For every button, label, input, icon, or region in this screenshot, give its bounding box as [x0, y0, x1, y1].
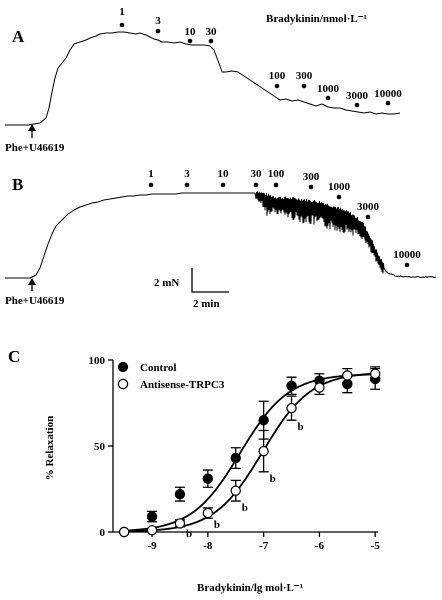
panel-a-dose-label: 3: [155, 15, 161, 27]
legend: Control Antisense-TRPC3: [117, 361, 225, 391]
significance-marker: b: [270, 473, 276, 485]
panel-b-dose-label: 10000: [393, 249, 421, 261]
x-tick-label: -6: [315, 540, 325, 552]
panel-b-arrowhead: [28, 278, 36, 285]
panel-a-dose-dot: [274, 83, 280, 89]
fit-curve-series-1: [124, 372, 375, 533]
significance-marker: b: [242, 502, 248, 514]
panel-b-dose-label: 1000: [328, 181, 351, 193]
panel-b-dose-markers: 1 3 10 30 100 300 1000 3000 10000: [148, 168, 421, 268]
panel-a-concentration-header: Bradykinin/nmol·L⁻¹: [266, 13, 367, 25]
significance-markers: b b b b b: [186, 421, 304, 540]
panel-c-label: C: [8, 347, 20, 366]
data-point-series-0: [202, 473, 214, 484]
panel-b-tension-trace-baseline: [5, 192, 254, 279]
significance-marker: b: [298, 421, 304, 433]
panel-a-dose-dot: [385, 100, 391, 106]
panel-a-dose-label: 10: [185, 26, 197, 38]
data-point-series-0: [258, 415, 269, 426]
panel-c: C % Relaxation Bradykinin/lg mol·L⁻¹ -9-…: [8, 347, 381, 594]
data-point-series-1: [314, 382, 325, 393]
legend-marker-control: [117, 361, 129, 373]
panel-a-dose-dot: [301, 83, 307, 89]
data-point-series-0: [230, 452, 241, 464]
data-point-series-0: [146, 511, 158, 522]
x-tick-label: -8: [203, 540, 213, 552]
panel-b-dose-label: 3: [184, 168, 190, 180]
panel-b-dose-label: 1: [148, 168, 154, 180]
panel-a: A Bradykinin/nmol·L⁻¹ Phe+U46619 1 3 10 …: [5, 6, 402, 154]
panel-a-dose-label: 3000: [346, 90, 369, 102]
data-point-series-1: [118, 526, 130, 538]
panel-a-dose-label: 1000: [317, 83, 340, 95]
y-tick-label: 50: [94, 441, 106, 453]
panel-b-dose-dot: [184, 182, 190, 188]
x-axis-title: Bradykinin/lg mol·L⁻¹: [197, 582, 303, 594]
panel-b-label: B: [12, 175, 23, 194]
panel-b-dose-label: 30: [251, 168, 263, 180]
y-axis-title: % Relaxation: [44, 416, 56, 480]
panel-b: B Phe+U46619 1 3 10 30 100 300 1000 3000…: [5, 168, 437, 310]
panel-a-agonist-label: Phe+U46619: [5, 142, 65, 154]
x-tick-label: -7: [259, 540, 269, 552]
data-point-series-1: [286, 402, 297, 414]
panel-a-dose-label: 30: [206, 26, 218, 38]
panel-b-dose-dot: [273, 182, 279, 188]
legend-label-control: Control: [140, 362, 176, 374]
panel-a-tension-trace: [5, 31, 401, 126]
panel-a-dose-dot: [208, 38, 214, 44]
panel-b-dose-dot: [253, 182, 259, 188]
legend-marker-antisense: [117, 378, 129, 390]
x-tick-label: -9: [147, 540, 157, 552]
x-tick-label: -5: [371, 540, 381, 552]
panel-b-dose-label: 3000: [357, 201, 380, 213]
data-point-series-0: [174, 488, 186, 500]
panel-b-dose-label: 300: [303, 171, 320, 183]
panel-a-dose-dot: [119, 22, 125, 28]
panel-a-dose-markers: 1 3 10 30 100 300 1000 3000 10000: [119, 6, 402, 108]
panel-a-dose-label: 10000: [374, 88, 402, 100]
fit-curves: [124, 372, 375, 533]
data-point-series-1: [258, 445, 269, 457]
data-point-series-1: [146, 525, 158, 536]
data-point-series-1: [370, 368, 381, 379]
scale-bar: 2 mN 2 min: [154, 268, 229, 310]
scale-bar-force-label: 2 mN: [154, 277, 179, 289]
y-tick-label: 100: [89, 355, 106, 367]
data-point-series-0: [286, 380, 297, 391]
data-point-series-1: [230, 485, 241, 496]
significance-marker: b: [186, 528, 192, 540]
panel-b-dose-label: 100: [268, 168, 285, 180]
panel-a-dose-label: 1: [119, 6, 125, 18]
panel-a-label: A: [12, 27, 25, 46]
panel-a-dose-dot: [155, 28, 161, 34]
panel-b-dose-dot: [336, 194, 342, 200]
panel-b-dose-dot: [148, 182, 154, 188]
fit-curve-series-0: [124, 373, 375, 532]
panel-a-arrowhead: [28, 124, 36, 131]
panel-a-dose-dot: [187, 38, 193, 44]
panel-a-dose-label: 300: [296, 70, 313, 82]
data-points: [118, 366, 381, 538]
panel-b-tension-trace-oscillations: [253, 191, 437, 278]
panel-b-dose-dot: [404, 262, 410, 268]
data-point-series-1: [342, 370, 353, 381]
panel-b-dose-dot: [220, 182, 226, 188]
legend-label-antisense: Antisense-TRPC3: [140, 379, 225, 391]
panel-b-dose-dot: [365, 214, 371, 220]
data-point-series-1: [202, 507, 214, 519]
panel-b-agonist-label: Phe+U46619: [5, 295, 65, 307]
data-point-series-1: [174, 518, 186, 529]
significance-marker: b: [214, 519, 220, 531]
panel-a-dose-dot: [325, 95, 331, 101]
panel-a-dose-dot: [354, 102, 360, 108]
scale-bar-lines: [191, 268, 229, 293]
y-tick-label: 0: [100, 527, 106, 539]
panel-a-dose-label: 100: [269, 70, 286, 82]
chart-axes: -9 -8 -7 -6 -5 0 50 100: [89, 355, 381, 552]
panel-b-dose-label: 10: [218, 168, 230, 180]
panel-b-dose-dot: [308, 184, 314, 190]
scale-bar-time-label: 2 min: [193, 298, 220, 310]
